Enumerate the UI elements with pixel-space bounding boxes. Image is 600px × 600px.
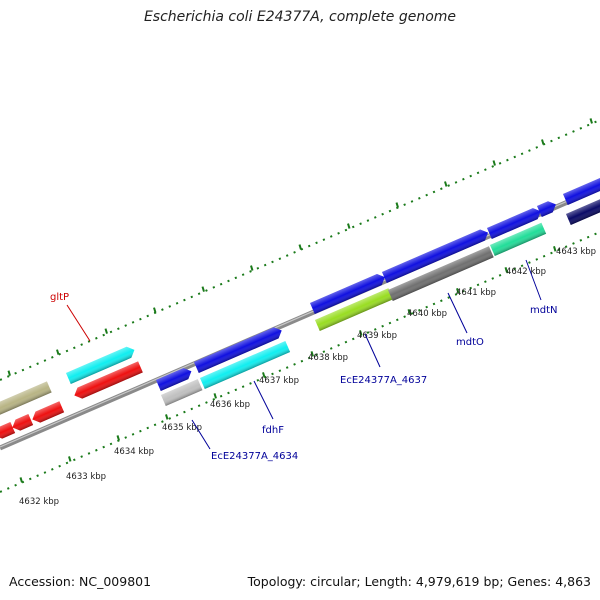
tick-mark [213,393,217,399]
tick-mark [250,265,254,271]
upper-tick-marks [7,118,593,376]
gene-label-mdtO: mdtO [456,337,484,348]
tick-mark [407,309,411,315]
tick-mark [165,414,169,420]
map-title: Escherichia coli E24377A, complete genom… [143,9,457,25]
gene-label-mdtN: mdtN [530,305,558,316]
scale-label: 4640 kbp [407,309,447,319]
tick-mark [7,370,11,376]
cds-forward-5 [487,208,541,240]
leader-line-mdtO [447,292,468,334]
upper-dotted-line [0,119,600,381]
scale-label: 4643 kbp [556,247,596,257]
scale-labels: 4632 kbp 4633 kbp 4634 kbp 4635 kbp 4636… [19,247,596,507]
cds-fdhF [200,341,291,390]
leader-line-fdhF [253,380,274,420]
tick-mark [347,223,351,229]
tick-mark [492,160,496,166]
scale-label: 4641 kbp [456,288,496,298]
reverse-strand-features [0,194,600,439]
scale-label: 4636 kbp [210,400,250,410]
tick-mark [116,435,120,441]
cds-gltP [66,346,135,385]
tick-mark [359,330,363,336]
scale-label: 4632 kbp [19,497,59,507]
tick-mark [298,244,302,250]
cds-red-4 [74,361,143,399]
cds-forward-1 [156,368,192,392]
tick-mark [68,456,72,462]
cds-seagreen [490,222,547,257]
gene-label-EcE24377A_4634: EcE24377A_4634 [211,451,298,462]
cds-forward-7 [563,174,600,206]
lower-dotted-line [0,231,600,493]
tick-mark [504,267,508,273]
leader-line-EcE24377A_4634 [191,419,211,450]
cds-red-3 [32,401,65,423]
tick-mark [310,351,314,357]
gene-labels: gltP EcE24377A_4634 fdhF EcE24377A_4637 … [50,259,558,462]
scale-label: 4635 kbp [162,423,202,433]
cds-gray [388,246,494,302]
cds-forward-2 [194,327,282,374]
cds-forward-3 [310,273,385,315]
scale-label: 4637 kbp [259,376,299,386]
scale-label: 4633 kbp [66,472,106,482]
tick-mark [19,477,23,483]
gene-label-gltP: gltP [50,292,69,303]
scale-label: 4638 kbp [308,353,348,363]
tick-mark [395,202,399,208]
tick-mark [553,245,557,252]
genome-summary-text: Topology: circular; Length: 4,979,619 bp… [247,574,591,589]
cds-navy [566,194,600,226]
tick-mark [201,286,205,292]
accession-text: Accession: NC_009801 [9,574,152,589]
cds-lime [315,288,394,332]
tick-mark [456,288,460,294]
tick-mark [262,372,266,378]
cds-red-2 [12,414,34,431]
scale-label: 4642 kbp [506,267,546,277]
gene-label-fdhF: fdhF [262,425,284,436]
tick-mark [444,181,448,187]
scale-label: 4639 kbp [357,331,397,341]
cds-forward-4 [382,229,489,284]
cds-forward-6 [537,201,556,218]
cds-olive [0,381,52,418]
tick-mark [541,139,545,145]
tick-mark [589,118,593,124]
tick-mark [153,307,157,313]
cds-lightgray [161,379,203,407]
leader-line-mdtN [525,259,542,301]
gene-label-EcE24377A_4637: EcE24377A_4637 [340,375,427,386]
cds-red-1 [0,422,16,439]
tick-mark [104,328,108,334]
leader-line-gltP [66,304,91,342]
lower-tick-marks [19,245,557,483]
leader-line-EcE24377A_4637 [364,333,381,368]
tick-mark [56,349,60,355]
forward-strand-features [66,174,600,392]
scale-label: 4634 kbp [114,447,154,457]
